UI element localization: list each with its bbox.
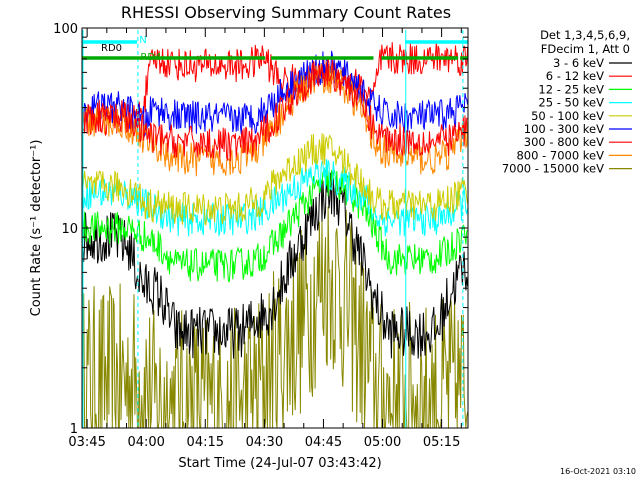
- x-tick-label: 04:00: [127, 435, 164, 450]
- series-line-4: [81, 159, 469, 237]
- series-group: [81, 40, 469, 429]
- legend-label: 100 - 300 keV: [524, 122, 604, 136]
- y-tick-label: 1: [70, 422, 78, 437]
- vertical-markers: [82, 30, 464, 428]
- x-axis: 03:45 04:00 04:15 04:30 04:45 05:00 05:15: [68, 28, 462, 450]
- chart-title: RHESSI Observing Summary Count Rates: [121, 3, 451, 22]
- legend-label: 50 - 100 keV: [531, 109, 604, 123]
- y-axis: 1 10 100: [53, 22, 468, 437]
- legend-header: FDecim 1, Att 0: [541, 42, 630, 56]
- series-line-5: [81, 133, 469, 226]
- series-line-1: [81, 170, 469, 359]
- x-tick-label: 05:15: [423, 435, 460, 450]
- footer-timestamp: 16-Oct-2021 03:10: [560, 467, 636, 476]
- legend-label: 7000 - 15000 keV: [502, 162, 604, 176]
- legend-label: 3 - 6 keV: [553, 56, 604, 70]
- x-tick-label: 04:45: [305, 435, 342, 450]
- series-line-6: [81, 50, 469, 137]
- legend-label: 800 - 7000 keV: [516, 148, 604, 162]
- series-line-7: [81, 58, 468, 162]
- x-tick-label: 05:00: [364, 435, 401, 450]
- legend-header: Det 1,3,4,5,6,9,: [540, 28, 630, 42]
- series-line-3: [81, 169, 468, 283]
- flag-label: RD0: [101, 43, 122, 54]
- x-tick-label: 04:15: [187, 435, 224, 450]
- series-line-2: [81, 40, 469, 137]
- legend-label: 6 - 12 keV: [546, 69, 604, 83]
- x-tick-label: 03:45: [68, 435, 105, 450]
- legend-label: 25 - 50 keV: [538, 96, 604, 110]
- x-axis-label: Start Time (24-Jul-07 03:43:42): [178, 456, 381, 471]
- legend: Det 1,3,4,5,6,9,FDecim 1, Att 03 - 6 keV…: [502, 28, 632, 176]
- y-tick-label: 100: [53, 22, 78, 37]
- legend-label: 300 - 800 keV: [524, 135, 604, 149]
- flag-label: N: [139, 35, 146, 46]
- flag-label: RD4: [140, 52, 161, 63]
- x-tick-label: 04:30: [246, 435, 283, 450]
- y-tick-label: 10: [61, 222, 78, 237]
- legend-label: 12 - 25 keV: [538, 82, 604, 96]
- y-axis-label: Count Rate (s⁻¹ detector⁻¹): [29, 140, 44, 317]
- flag-bars: RD0 N RD4: [82, 35, 468, 63]
